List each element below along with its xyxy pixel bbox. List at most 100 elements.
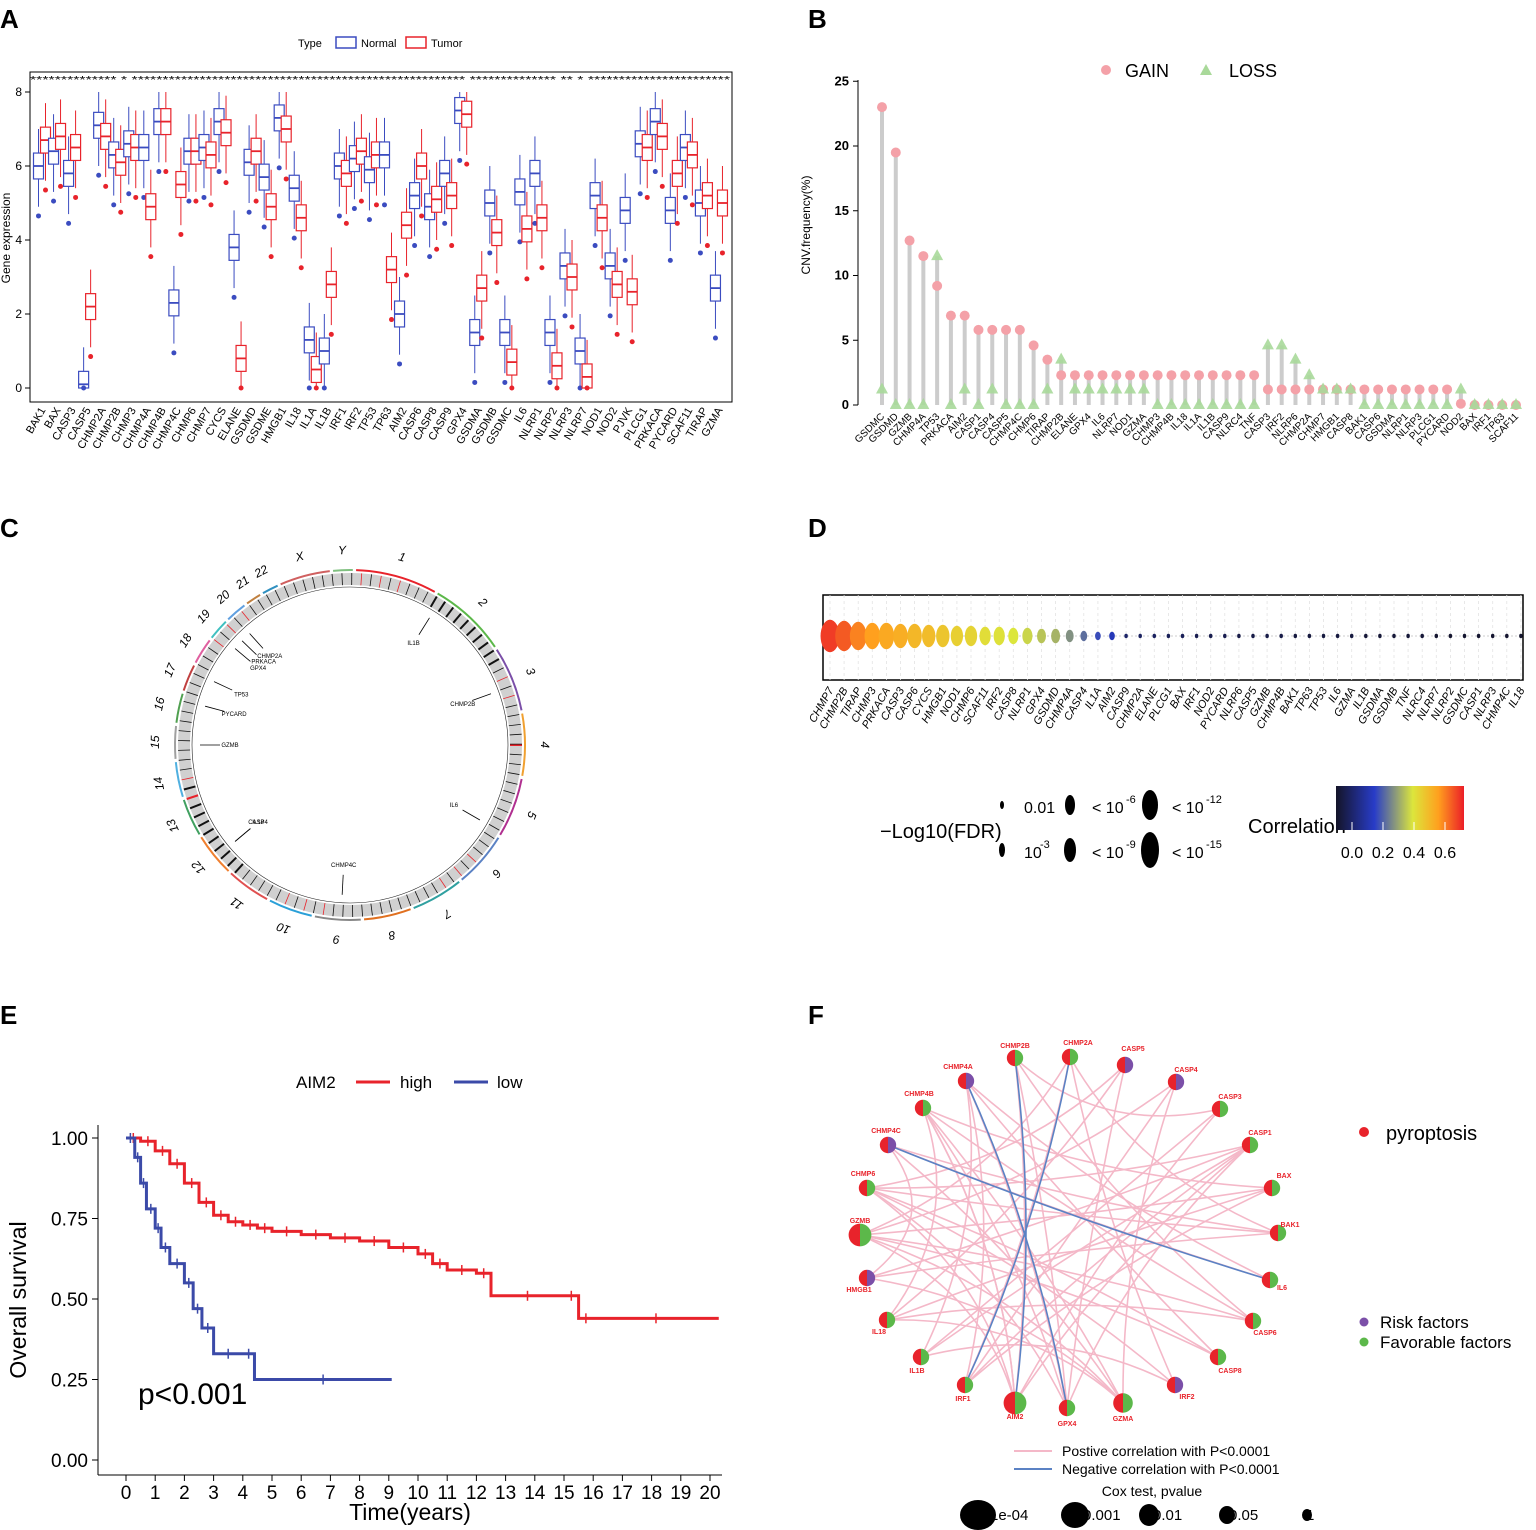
gain-point xyxy=(1042,354,1053,365)
box-tumor-outlier xyxy=(163,169,169,175)
y-tick-label: 6 xyxy=(15,159,22,173)
survival-curve-high xyxy=(126,1136,719,1320)
bubble xyxy=(849,621,867,651)
ideogram-band xyxy=(293,896,299,908)
bubble xyxy=(979,626,991,646)
ideogram-band xyxy=(266,594,273,606)
box-tumor-outlier xyxy=(178,231,184,237)
chromosome-label: 20 xyxy=(213,587,233,607)
loss-point xyxy=(1399,398,1412,409)
node-right-half xyxy=(1220,1100,1229,1118)
size-legend-base: < 10 xyxy=(1092,845,1124,862)
ideogram-band xyxy=(312,577,316,589)
node-right-half xyxy=(1270,1271,1279,1289)
loss-point xyxy=(1206,398,1219,409)
loss-point xyxy=(1289,352,1302,364)
gain-point xyxy=(1056,370,1067,381)
loss-point xyxy=(1454,382,1467,394)
box-tumor-outlier xyxy=(404,272,410,278)
chromosome-arc xyxy=(461,837,500,881)
gene-pointer xyxy=(234,648,251,662)
chromosome-label: 7 xyxy=(440,906,454,922)
box-tumor-outlier xyxy=(238,385,244,391)
ideogram-band xyxy=(431,882,438,894)
ideogram-band xyxy=(193,673,205,679)
ideogram-band xyxy=(488,658,500,666)
legend-pyroptosis-dot xyxy=(1359,1127,1369,1137)
ideogram-band xyxy=(459,619,470,630)
gain-point xyxy=(1194,370,1204,381)
loss-point xyxy=(1441,398,1454,409)
node-label: AIM2 xyxy=(1007,1414,1024,1421)
size-legend-dot xyxy=(1065,795,1075,815)
bubble xyxy=(1420,633,1424,639)
positive-edge xyxy=(859,1234,1219,1358)
box-normal-outlier xyxy=(36,213,41,219)
ideogram-band xyxy=(508,762,521,766)
node-right-half xyxy=(1218,1348,1227,1366)
node-right-half xyxy=(1253,1312,1262,1330)
bubble xyxy=(1265,633,1269,639)
legend-risk-dot xyxy=(1359,1317,1369,1327)
box-tumor-outlier xyxy=(569,324,575,330)
node-left-half xyxy=(1241,1136,1250,1154)
x-tick-label: 17 xyxy=(612,1483,633,1504)
gain-point xyxy=(1262,384,1273,395)
loss-point xyxy=(1248,398,1261,409)
box-normal-outlier xyxy=(502,379,508,385)
cox-size-dot xyxy=(1061,1502,1089,1528)
box-normal-outlier xyxy=(577,385,583,391)
box-normal-outlier xyxy=(712,335,718,341)
bubble xyxy=(1519,633,1523,639)
plot-frame xyxy=(29,71,733,403)
bubble xyxy=(907,623,922,649)
gain-point xyxy=(1138,370,1149,381)
node-left-half xyxy=(858,1269,867,1287)
node-right-half xyxy=(1125,1056,1134,1074)
ideogram-band xyxy=(178,730,191,733)
positive-edge xyxy=(1069,1056,1279,1234)
node-left-half xyxy=(914,1099,923,1117)
legend-negative-label: Negative correlation with P<0.0001 xyxy=(1062,1461,1280,1477)
ideogram-band xyxy=(275,889,282,901)
loss-point xyxy=(944,398,957,409)
bubble xyxy=(1180,633,1185,639)
legend-positive-label: Postive correlation with P<0.0001 xyxy=(1062,1443,1270,1459)
bubble xyxy=(1080,630,1088,642)
x-tick-label: 3 xyxy=(208,1483,219,1504)
bubble xyxy=(1293,633,1298,639)
y-axis-label: Overall survival xyxy=(5,1221,31,1378)
size-legend-base: 10 xyxy=(1024,845,1042,862)
loss-point xyxy=(1068,382,1081,394)
box-normal-outlier xyxy=(141,194,147,200)
bubble xyxy=(1434,633,1439,639)
positive-edge xyxy=(859,1056,1071,1236)
x-tick-label: 4 xyxy=(238,1483,249,1504)
positive-edge xyxy=(965,1080,1219,1358)
ideogram-band xyxy=(202,827,215,836)
chromosome-label: 4 xyxy=(538,741,552,748)
node-right-half xyxy=(888,1136,897,1154)
loss-point xyxy=(1303,368,1316,380)
node-label: CASP3 xyxy=(1218,1094,1241,1101)
loss-point xyxy=(1096,382,1109,394)
gain-point xyxy=(1152,370,1163,381)
loss-point xyxy=(903,398,916,409)
node-left-half xyxy=(1058,1399,1067,1417)
box-tumor-outlier xyxy=(539,265,545,271)
bubble xyxy=(922,624,936,648)
y-tick-label: 20 xyxy=(835,138,849,153)
bubble xyxy=(1095,631,1101,641)
size-legend-exponent: -3 xyxy=(1040,839,1050,851)
color-legend-tick-label: 0.4 xyxy=(1403,845,1425,862)
gene-label: PYCARD xyxy=(222,712,248,718)
loss-point xyxy=(1165,398,1178,409)
box-normal-outlier xyxy=(156,169,162,175)
color-legend-tick-label: 0.0 xyxy=(1341,845,1363,862)
bubble xyxy=(1406,633,1410,639)
loss-point xyxy=(1041,382,1054,394)
x-tick-label: 5 xyxy=(267,1483,278,1504)
bubble xyxy=(835,620,853,652)
x-tick-label: 8 xyxy=(354,1483,365,1504)
x-tick-label: 13 xyxy=(495,1483,516,1504)
